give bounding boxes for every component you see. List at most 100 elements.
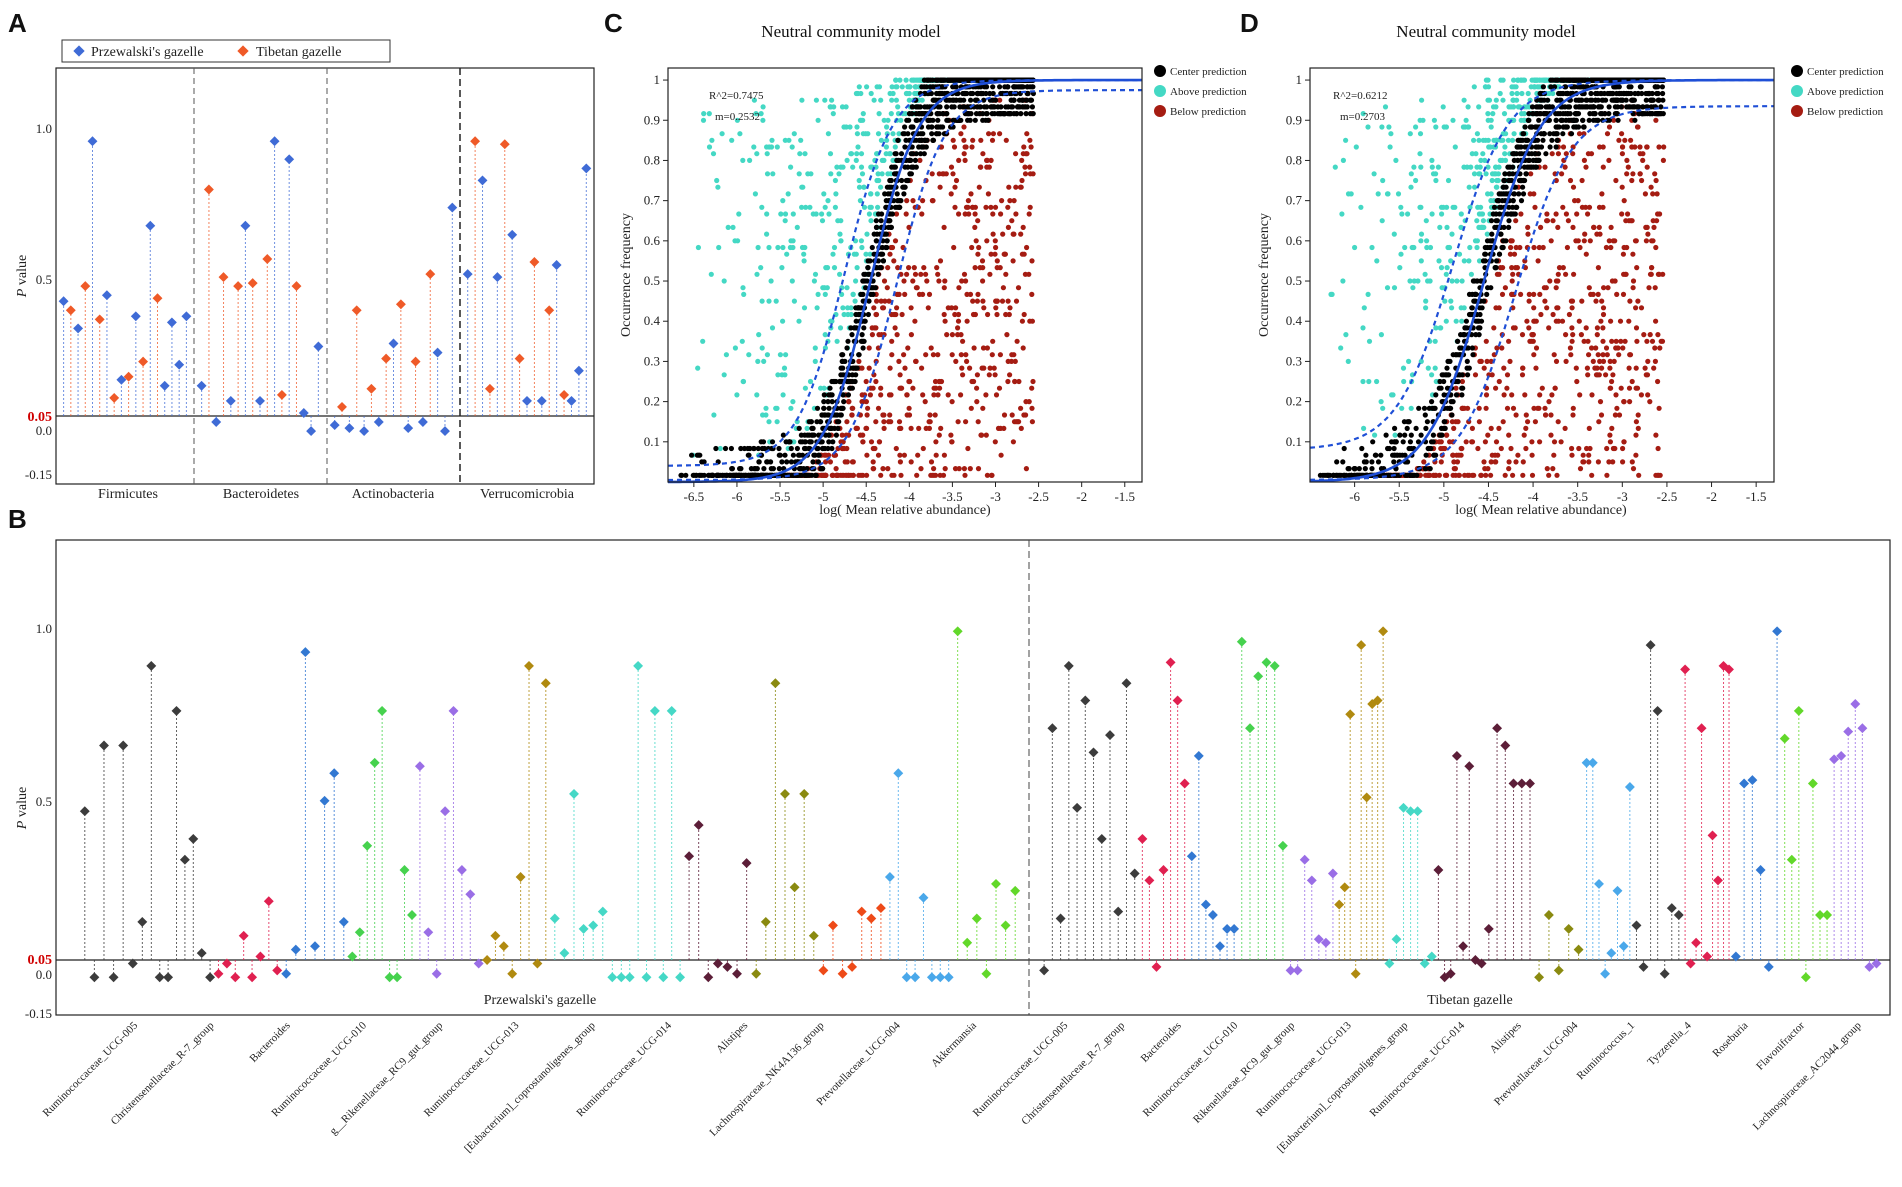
below-prediction-point: [1454, 459, 1461, 465]
above-prediction-point: [807, 204, 813, 210]
above-prediction-point: [1389, 392, 1395, 398]
below-prediction-point: [992, 238, 998, 244]
above-prediction-point: [1511, 131, 1517, 137]
below-prediction-point: [955, 332, 961, 338]
below-prediction-point: [1012, 358, 1018, 364]
center-prediction-point: [863, 285, 869, 291]
above-prediction-point: [1494, 184, 1500, 190]
center-prediction-point: [990, 84, 996, 90]
below-prediction-point: [1588, 151, 1595, 157]
below-prediction-point: [1645, 358, 1651, 364]
center-prediction-point: [912, 157, 919, 163]
below-prediction-point: [1027, 171, 1033, 177]
below-prediction-point: [1553, 285, 1559, 291]
below-prediction-point: [1519, 332, 1526, 338]
above-prediction-point: [1493, 97, 1499, 103]
a-point-przewalski: [255, 395, 265, 406]
above-prediction-point: [1432, 365, 1438, 371]
above-prediction-point: [790, 211, 796, 217]
below-prediction-point: [965, 198, 972, 204]
above-prediction-point: [1500, 77, 1506, 83]
center-prediction-point: [1334, 459, 1340, 465]
center-prediction-point: [980, 117, 986, 123]
above-prediction-point: [822, 291, 828, 297]
below-prediction-point: [956, 211, 962, 217]
above-prediction-point: [1423, 305, 1429, 311]
above-prediction-point: [884, 124, 890, 130]
above-prediction-point: [1499, 157, 1505, 163]
below-prediction-point: [1554, 472, 1560, 478]
center-prediction-point: [1011, 97, 1017, 103]
below-prediction-point: [1614, 405, 1620, 411]
below-prediction-point: [1472, 372, 1479, 378]
below-prediction-point: [1513, 244, 1519, 251]
above-prediction-point: [893, 97, 900, 103]
center-prediction-point: [970, 90, 976, 97]
below-prediction-point: [1016, 419, 1022, 425]
below-prediction-point: [1614, 291, 1620, 297]
below-prediction-point: [922, 399, 928, 405]
below-prediction-point: [873, 419, 879, 425]
below-prediction-point: [935, 271, 941, 277]
a-point-tibetan: [425, 269, 436, 280]
above-prediction-point: [766, 244, 772, 251]
below-prediction-point: [878, 472, 884, 478]
below-prediction-point: [956, 466, 962, 472]
below-prediction-point: [970, 298, 976, 304]
above-prediction-point: [1502, 151, 1508, 157]
center-prediction-point: [678, 472, 684, 478]
x-tick-label: -5.5: [770, 489, 791, 504]
center-prediction-point: [1402, 432, 1408, 438]
center-prediction-point: [935, 117, 941, 123]
below-prediction-point: [1629, 459, 1635, 465]
above-prediction-point: [1494, 137, 1500, 143]
center-prediction-point: [953, 77, 959, 83]
above-prediction-point: [1417, 151, 1423, 157]
above-prediction-point: [774, 419, 780, 425]
center-prediction-point: [1480, 258, 1487, 264]
below-prediction-point: [1603, 372, 1609, 378]
below-prediction-point: [1652, 285, 1658, 291]
above-prediction-point: [719, 131, 725, 137]
center-prediction-point: [991, 104, 998, 110]
below-prediction-point: [1618, 385, 1624, 391]
below-prediction-point: [980, 345, 987, 351]
above-prediction-point: [1431, 117, 1437, 123]
y-tick-label: 0.9: [644, 112, 660, 127]
below-prediction-point: [1619, 211, 1625, 217]
center-prediction-point: [837, 378, 843, 385]
below-prediction-point: [1478, 358, 1484, 364]
below-prediction-point: [912, 271, 919, 277]
a-point-przewalski: [359, 426, 370, 437]
below-prediction-point: [1003, 137, 1009, 143]
center-prediction-point: [820, 466, 826, 472]
below-prediction-point: [1531, 191, 1537, 197]
above-prediction-point: [1387, 144, 1393, 150]
above-prediction-point: [1422, 271, 1428, 277]
center-prediction-point: [910, 124, 916, 130]
above-prediction-point: [1443, 271, 1449, 277]
below-prediction-point: [910, 385, 916, 391]
below-prediction-point: [980, 151, 986, 157]
above-prediction-point: [716, 244, 722, 251]
center-prediction-point: [804, 432, 811, 438]
below-prediction-point: [929, 171, 935, 177]
x-tick-label: -2.5: [1028, 489, 1049, 504]
below-prediction-point: [1616, 352, 1622, 358]
below-prediction-point: [1533, 365, 1539, 371]
above-prediction-point: [778, 211, 784, 217]
below-prediction-point: [1029, 258, 1035, 264]
center-prediction-point: [913, 151, 919, 157]
below-prediction-point: [901, 352, 907, 358]
above-prediction-point: [874, 177, 880, 184]
below-prediction-point: [955, 311, 962, 318]
below-prediction-point: [990, 231, 996, 237]
center-prediction-point: [1589, 97, 1595, 103]
center-prediction-point: [887, 218, 893, 224]
below-prediction-point: [1604, 445, 1610, 452]
above-prediction-point: [856, 184, 863, 190]
a-point-tibetan: [484, 383, 495, 394]
above-prediction-point: [1384, 285, 1391, 291]
center-prediction-point: [821, 399, 827, 405]
c-legend: Center prediction Above prediction Below…: [1154, 65, 1247, 118]
